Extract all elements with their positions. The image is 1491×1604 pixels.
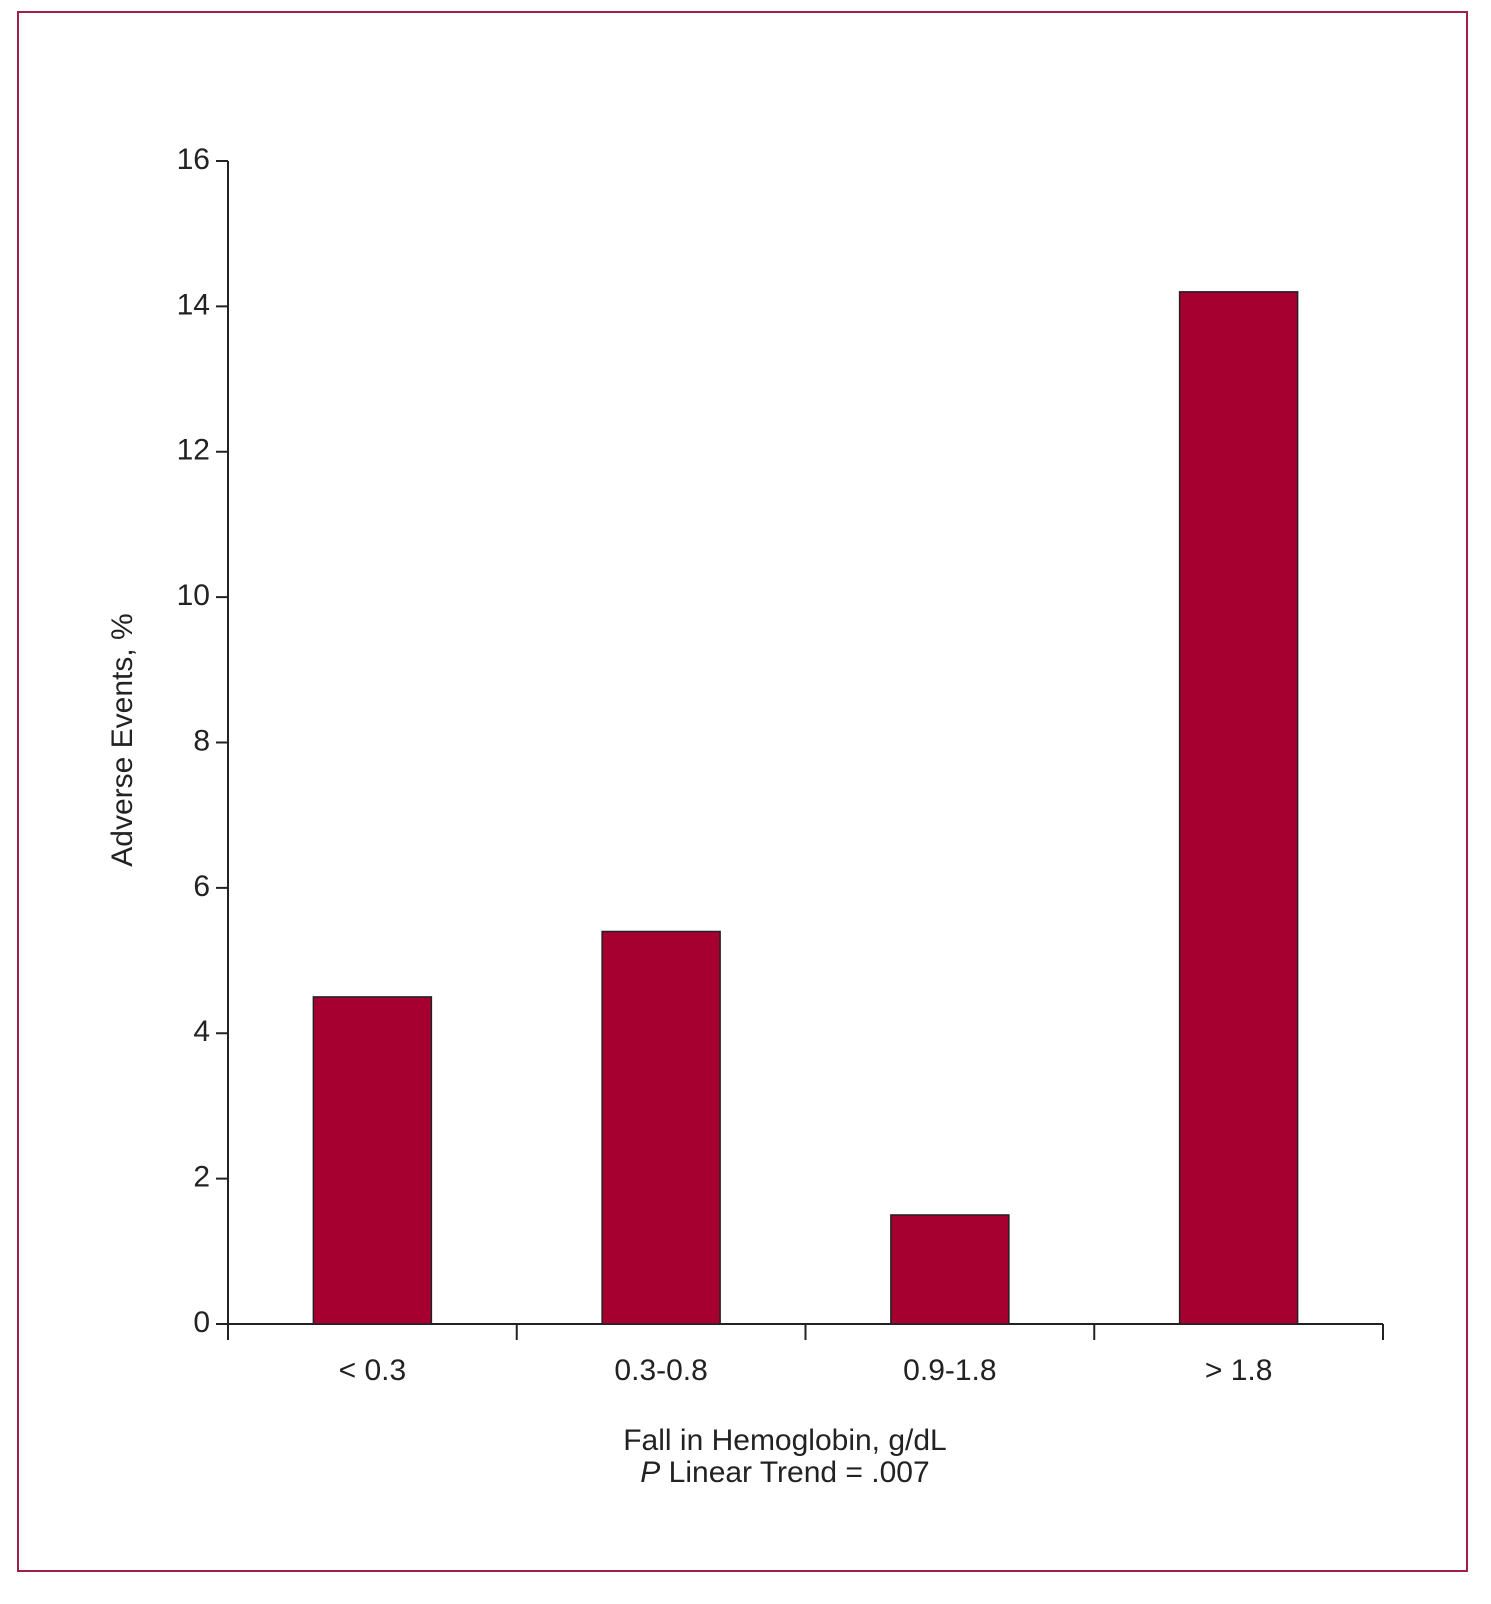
x-tick-label: 0.9-1.8 — [903, 1354, 996, 1387]
x-tick-label: > 1.8 — [1205, 1354, 1273, 1387]
bar — [312, 996, 433, 1325]
y-axis-label: Adverse Events, % — [106, 613, 139, 866]
x-tick-label: < 0.3 — [339, 1354, 407, 1387]
y-tick-label: 2 — [193, 1161, 210, 1194]
bar — [1178, 291, 1299, 1325]
annotation: P Linear Trend = .007 — [640, 1456, 929, 1489]
x-tick-label: 0.3-0.8 — [614, 1354, 707, 1387]
frame — [17, 11, 1468, 1572]
y-tick-label: 14 — [177, 288, 210, 321]
y-tick-label: 8 — [193, 724, 210, 757]
y-tick-label: 16 — [177, 143, 210, 176]
y-tick-label: 10 — [177, 579, 210, 612]
bar — [890, 1214, 1010, 1325]
x-axis-label: Fall in Hemoglobin, g/dL — [623, 1424, 947, 1457]
bar — [601, 930, 721, 1325]
y-tick-label: 0 — [193, 1306, 210, 1339]
y-tick-label: 6 — [193, 870, 210, 903]
y-tick-label: 12 — [177, 434, 210, 467]
annotation-text: Linear Trend = .007 — [669, 1456, 930, 1489]
y-tick-label: 4 — [193, 1015, 210, 1048]
annotation-symbol: P — [640, 1456, 660, 1489]
